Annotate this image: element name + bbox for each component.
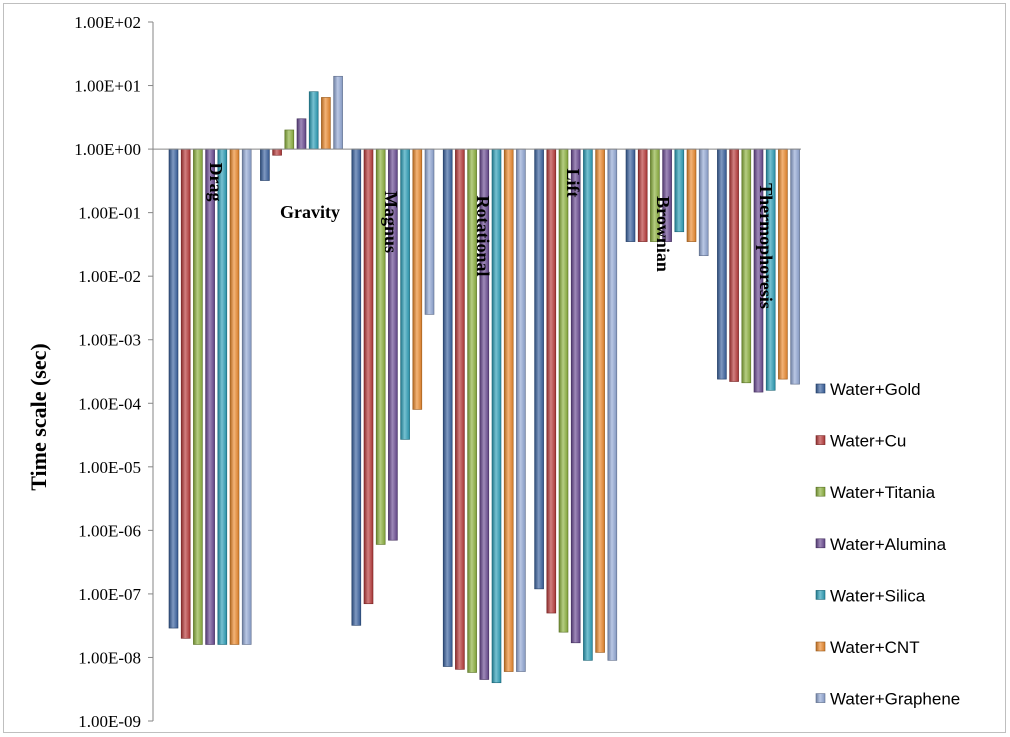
legend-label: Water+Gold xyxy=(830,380,921,399)
legend-label: Water+CNT xyxy=(830,638,920,657)
category-label: Gravity xyxy=(280,202,340,222)
legend-swatch xyxy=(815,486,826,497)
bar-rotational-1 xyxy=(455,148,465,670)
bar-gravity-0 xyxy=(260,148,270,181)
bar-magnus-5 xyxy=(412,148,423,410)
bar-gravity-5 xyxy=(321,97,331,150)
y-tick-label: 1.00E+00 xyxy=(74,140,141,159)
bar-drag-5 xyxy=(229,148,240,645)
y-tick-label: 1.00E-07 xyxy=(78,585,141,604)
bar-rotational-5 xyxy=(503,148,514,672)
y-axis-label: Time scale (sec) xyxy=(26,343,51,490)
legend-label: Water+Cu xyxy=(830,432,906,451)
y-tick-label: 1.00E-06 xyxy=(78,521,141,540)
bar-brownian-0 xyxy=(625,148,636,242)
legend-swatch xyxy=(815,590,826,600)
bar-thermophoresis-1 xyxy=(729,148,739,382)
y-tick-label: 1.00E+02 xyxy=(74,13,141,32)
legend-swatch xyxy=(815,383,826,394)
bar-drag-3 xyxy=(205,148,215,645)
bar-thermophoresis-5 xyxy=(778,148,788,380)
bar-drag-6 xyxy=(241,148,252,645)
bar-lift-5 xyxy=(595,148,605,653)
legend-swatch xyxy=(815,641,826,652)
bar-brownian-1 xyxy=(637,148,648,242)
bar-magnus-0 xyxy=(351,148,362,626)
category-labels: Drag Gravity Magnus Rotational Lift Brownian T… xyxy=(206,163,776,309)
bar-brownian-4 xyxy=(674,148,685,233)
bar-drag-0 xyxy=(168,148,179,629)
bar-lift-1 xyxy=(546,148,557,614)
bar-lift-3 xyxy=(570,148,581,644)
y-tick-label: 1.00E-09 xyxy=(78,712,141,731)
category-label: Drag xyxy=(206,163,226,202)
y-axis xyxy=(148,21,154,722)
bar-rotational-6 xyxy=(516,148,526,672)
bar-gravity-4 xyxy=(308,91,319,150)
legend-label: Water+Silica xyxy=(830,586,926,605)
bar-lift-0 xyxy=(534,148,544,590)
legend: Water+Gold Water+Cu Water+Titania Water+Alu… xyxy=(815,380,960,709)
legend-swatch xyxy=(815,693,826,703)
bar-lift-6 xyxy=(607,148,618,661)
legend-swatch xyxy=(815,435,826,445)
y-tick-label: 1.00E-03 xyxy=(78,331,141,350)
bar-brownian-5 xyxy=(686,148,697,242)
bar-magnus-1 xyxy=(363,148,374,605)
y-tick-label: 1.00E-08 xyxy=(78,648,141,667)
category-label: Rotational xyxy=(473,196,493,277)
bars xyxy=(168,75,800,684)
y-tick-labels: 1.00E+02 1.00E+01 1.00E+00 1.00E-01 1.00E-02… xyxy=(74,13,141,731)
category-label: Magnus xyxy=(381,191,401,253)
category-label: Brownian xyxy=(653,196,673,272)
bar-rotational-0 xyxy=(442,148,453,667)
y-tick-label: 1.00E-04 xyxy=(78,394,141,413)
legend-label: Water+Alumina xyxy=(830,535,947,554)
category-label: Lift xyxy=(563,169,583,198)
y-tick-label: 1.00E-01 xyxy=(78,204,141,223)
bar-drag-4 xyxy=(217,148,228,645)
bar-gravity-2 xyxy=(284,129,295,150)
legend-label: Water+Titania xyxy=(830,483,936,502)
bar-lift-4 xyxy=(583,148,593,661)
bar-lift-2 xyxy=(558,148,569,633)
legend-label: Water+Graphene xyxy=(830,690,960,709)
bar-gravity-3 xyxy=(296,118,307,150)
category-label: Thermophoresis xyxy=(756,183,776,309)
y-tick-label: 1.00E-05 xyxy=(78,458,141,477)
legend-swatch xyxy=(815,538,826,549)
bar-drag-1 xyxy=(180,148,191,639)
bar-thermophoresis-6 xyxy=(790,148,800,385)
y-tick-label: 1.00E-02 xyxy=(78,267,141,286)
y-tick-label: 1.00E+01 xyxy=(74,77,141,96)
bar-gravity-1 xyxy=(272,148,282,156)
bar-brownian-6 xyxy=(698,148,709,257)
bar-thermophoresis-0 xyxy=(717,148,727,380)
bar-thermophoresis-2 xyxy=(741,148,752,384)
bar-drag-2 xyxy=(193,148,203,645)
bar-gravity-6 xyxy=(333,75,343,150)
bar-magnus-6 xyxy=(424,148,435,315)
